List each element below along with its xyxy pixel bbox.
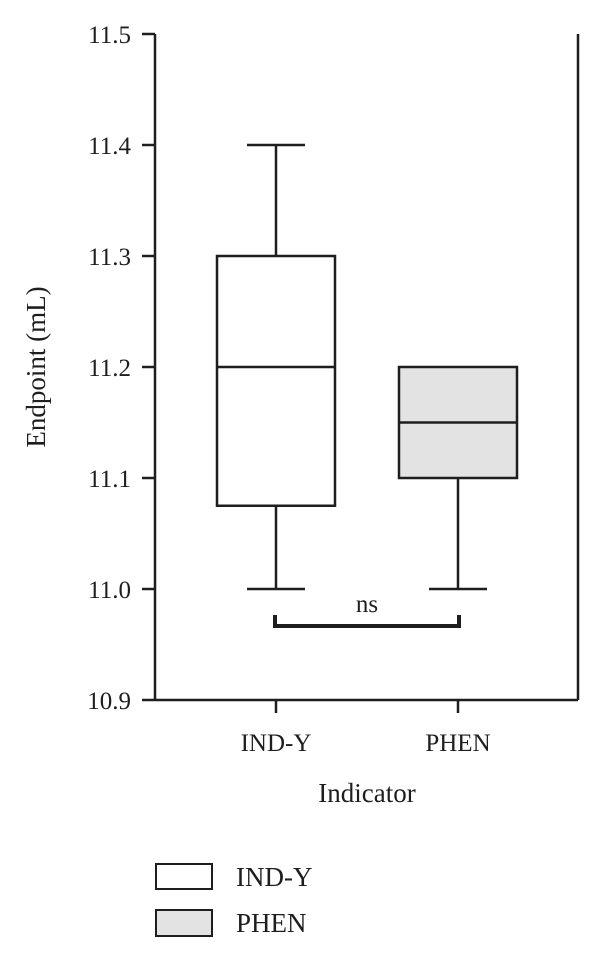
significance-bracket: ns (273, 591, 461, 628)
x-tick-label: PHEN (425, 730, 490, 757)
legend-item-phen: PHEN (155, 908, 307, 938)
bracket-line (273, 615, 461, 628)
x-tick-label: IND-Y (241, 730, 312, 757)
y-tick-label: 11.2 (88, 355, 131, 382)
box-iqr (215, 254, 337, 507)
legend-swatch-ind-y (155, 863, 213, 890)
y-tick-label: 11.0 (88, 577, 131, 604)
boxes (215, 143, 519, 591)
legend: IND-Y PHEN (155, 862, 312, 938)
legend-label-phen: PHEN (236, 908, 307, 938)
y-tick-label: 11.3 (88, 244, 131, 271)
x-ticks: IND-Y PHEN (241, 700, 491, 757)
box-phen (397, 365, 519, 591)
y-tick-label: 10.9 (87, 688, 131, 715)
legend-label-ind-y: IND-Y (236, 862, 312, 892)
y-axis-title: Endpoint (mL) (21, 286, 51, 447)
y-tick-label: 11.1 (88, 466, 131, 493)
legend-item-ind-y: IND-Y (155, 862, 312, 892)
legend-swatch-phen (155, 909, 213, 937)
significance-label: ns (356, 591, 378, 618)
y-tick-label: 11.5 (88, 22, 131, 49)
y-tick-label: 11.4 (88, 133, 131, 160)
y-ticks: 10.9 11.0 11.1 11.2 11.3 11.4 11.5 (87, 22, 155, 715)
x-axis-title: Indicator (318, 778, 415, 808)
box-ind-y (215, 143, 337, 591)
